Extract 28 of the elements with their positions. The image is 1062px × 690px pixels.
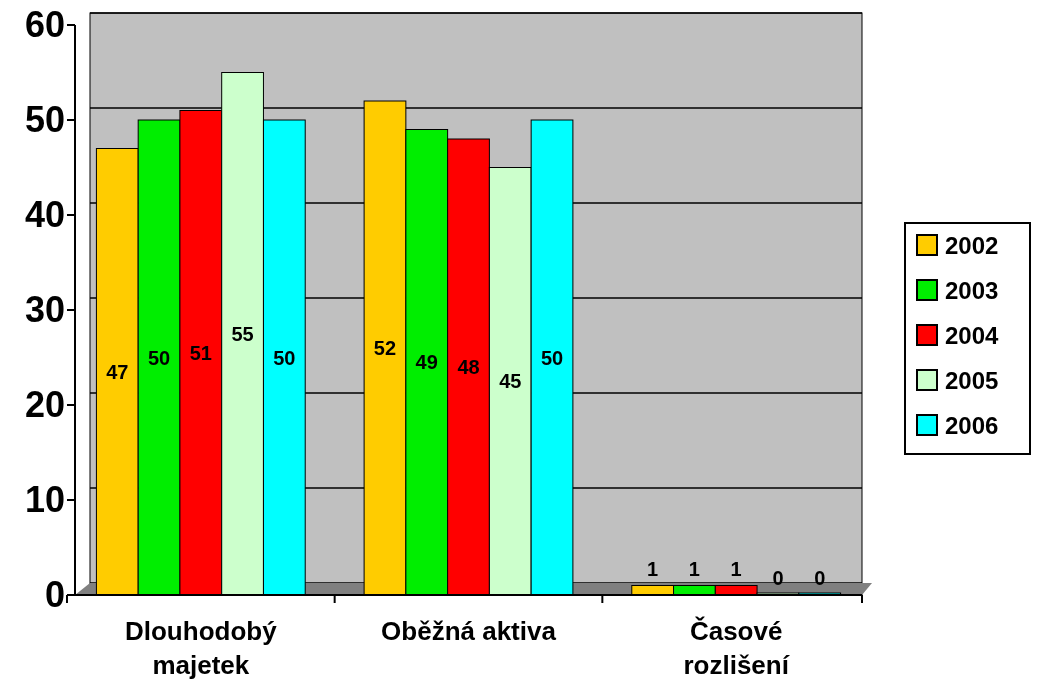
y-tick-label: 30 <box>24 289 65 330</box>
y-tick-label: 20 <box>24 384 65 425</box>
data-label: 45 <box>499 370 522 393</box>
data-label: 49 <box>415 351 438 374</box>
y-tick-label: 10 <box>24 479 65 520</box>
x-tick-label: Časové rozlišení <box>683 616 790 680</box>
data-label: 50 <box>540 346 564 369</box>
y-tick-label: 0 <box>44 574 65 615</box>
legend-label: 2002 <box>945 232 999 259</box>
data-label: 47 <box>106 360 129 383</box>
data-label: 48 <box>457 356 480 378</box>
legend-label: 2006 <box>945 412 999 439</box>
data-label: 1 <box>688 557 700 580</box>
legend-label: 2004 <box>945 322 1000 349</box>
legend-label: 2005 <box>945 367 999 394</box>
data-label: 1 <box>647 557 659 580</box>
y-tick-label: 60 <box>24 4 65 45</box>
x-tick-label: Oběžná aktiva <box>381 616 557 646</box>
data-label: 52 <box>373 337 397 359</box>
data-label: 1 <box>730 557 742 580</box>
data-label: 51 <box>189 341 212 364</box>
y-tick-label: 50 <box>24 99 65 140</box>
data-label: 50 <box>273 346 296 369</box>
data-label: 50 <box>147 346 171 369</box>
legend-label: 2003 <box>945 277 999 304</box>
data-label: 55 <box>231 322 254 345</box>
y-tick-label: 40 <box>24 194 65 235</box>
x-tick-label: Dlouhodobý majetek <box>124 616 278 680</box>
